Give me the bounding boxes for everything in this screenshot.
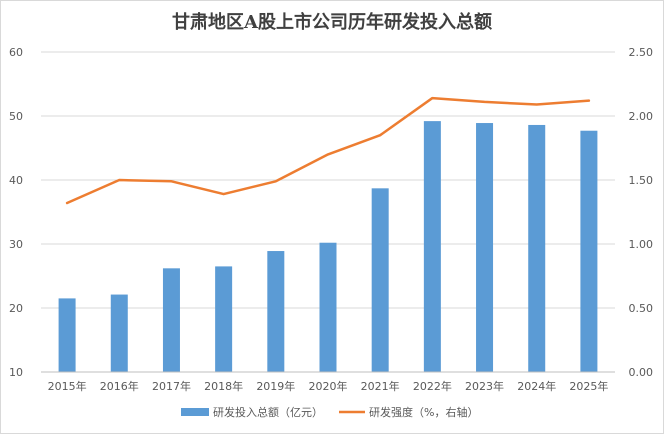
line-series [65,96,591,205]
left-y-axis: 10 20 30 40 50 60 [9,46,23,379]
legend-label-bars: 研发投入总额（亿元） [213,405,323,419]
right-tick-label: 0.50 [629,302,654,315]
left-tick-label: 10 [9,366,23,379]
legend-label-line: 研发强度（%，右轴） [369,405,478,419]
bar [423,121,441,373]
right-tick-label: 1.50 [629,174,654,187]
x-tick-label: 2019年 [256,379,295,393]
x-tick-label: 2025年 [569,379,608,393]
bar [371,188,389,372]
x-tick-label: 2021年 [361,379,400,393]
left-tick-label: 50 [9,110,23,123]
bar [319,242,337,372]
x-axis: 2015年 2016年 2017年 2018年 2019年 2020年 2021年 2022年… [41,371,615,393]
bar [476,123,494,372]
bar-series [58,121,598,373]
bar [215,266,233,372]
x-tick-label: 2024年 [517,379,556,393]
bar [528,124,546,373]
bar [110,294,128,372]
right-tick-label: 2.50 [629,46,654,59]
left-tick-label: 40 [9,174,23,187]
x-tick-label: 2023年 [465,379,504,393]
legend-swatch-bars [181,408,209,416]
x-tick-label: 2016年 [100,379,139,393]
right-tick-label: 1.00 [629,238,654,251]
right-tick-label: 0.00 [629,366,654,379]
left-tick-label: 20 [9,302,23,315]
x-tick-label: 2020年 [309,379,348,393]
x-tick-label: 2015年 [48,379,87,393]
x-tick-label: 2017年 [152,379,191,393]
bar [580,130,598,372]
bar [267,251,285,372]
bar [162,268,180,372]
left-tick-label: 60 [9,46,23,59]
bar [58,298,76,372]
chart-title: 甘肃地区A股上市公司历年研发投入总额 [172,11,492,33]
right-tick-label: 2.00 [629,110,654,123]
x-tick-label: 2022年 [413,379,452,393]
legend: 研发投入总额（亿元） 研发强度（%，右轴） [181,405,478,419]
left-tick-label: 30 [9,238,23,251]
right-y-axis: 0.00 0.50 1.00 1.50 2.00 2.50 [629,46,654,379]
x-tick-label: 2018年 [204,379,243,393]
intensity-line [65,96,591,205]
